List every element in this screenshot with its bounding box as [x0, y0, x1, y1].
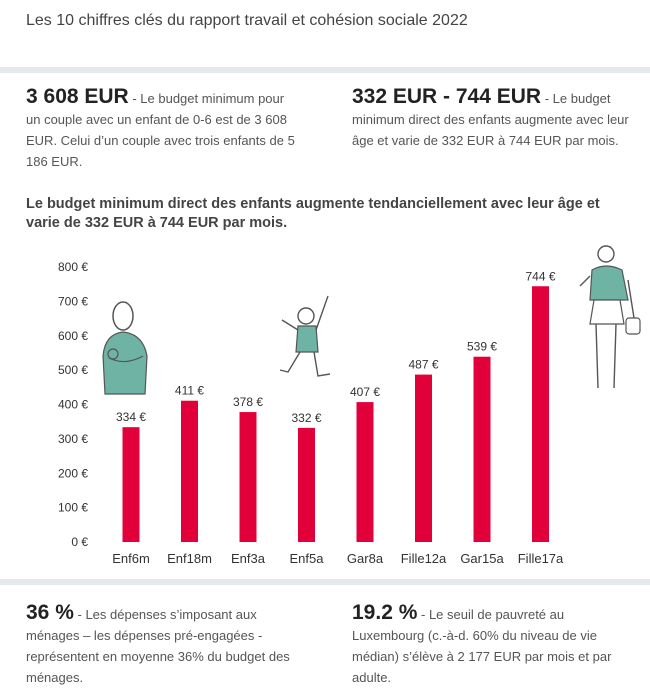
data-label: 332 €: [291, 411, 321, 425]
bar: [356, 402, 374, 542]
data-label: 411 €: [175, 384, 204, 398]
data-label: 539 €: [467, 340, 497, 354]
stat-value: 19.2 %: [352, 601, 418, 624]
data-label: 334 €: [116, 410, 146, 424]
stat-description: - Le budget minimum direct des enfants a…: [352, 91, 629, 148]
stat-value: 36 %: [26, 601, 74, 624]
stat-description: - Le seuil de pauvreté au Luxembourg (c.…: [352, 607, 612, 685]
jumping-child-illustration: [279, 295, 331, 377]
stat-card-budget-couple: 3 608 EUR - Le budget minimum pour un co…: [26, 86, 296, 172]
bottom-divider: [0, 579, 650, 585]
data-label: 487 €: [408, 358, 438, 372]
bar: [473, 356, 491, 542]
bar: [181, 400, 198, 542]
y-tick-label: 300 €: [58, 432, 88, 446]
adult-holding-baby-illustration: [102, 301, 148, 395]
y-tick-label: 0 €: [71, 535, 88, 549]
chart-title: Le budget minimum direct des enfants aug…: [26, 196, 600, 231]
bar: [298, 427, 315, 542]
stat-value: 332 EUR - 744 EUR: [352, 85, 542, 108]
top-divider: [0, 67, 650, 73]
x-tick-label: Enf18m: [167, 551, 212, 566]
x-tick-label: Fille12a: [401, 551, 447, 566]
stat-description: - Les dépenses s’imposant aux ménages – …: [26, 607, 290, 685]
y-tick-label: 800 €: [58, 260, 88, 274]
data-label: 744 €: [525, 269, 555, 283]
data-label: 407 €: [350, 385, 380, 399]
stat-description: - Le budget minimum pour un couple avec …: [26, 91, 295, 169]
x-tick-label: Gar8a: [347, 551, 384, 566]
y-tick-label: 400 €: [58, 398, 88, 412]
bar: [532, 286, 549, 542]
x-tick-label: Enf3a: [231, 551, 266, 566]
bar: [415, 374, 432, 542]
bar: [239, 412, 257, 542]
y-tick-label: 200 €: [58, 466, 88, 480]
x-tick-label: Enf6m: [112, 551, 150, 566]
stat-card-depenses: 36 % - Les dépenses s’imposant aux ménag…: [26, 602, 301, 688]
x-tick-label: Fille17a: [518, 551, 564, 566]
stat-card-pauvrete: 19.2 % - Le seuil de pauvreté au Luxembo…: [352, 602, 622, 688]
y-tick-label: 700 €: [58, 294, 88, 308]
y-tick-label: 500 €: [58, 363, 88, 377]
stat-value: 3 608 EUR: [26, 85, 129, 108]
y-tick-label: 600 €: [58, 329, 88, 343]
standing-girl-illustration: [579, 245, 641, 389]
page-title: Les 10 chiffres clés du rapport travail …: [26, 12, 468, 29]
x-tick-label: Enf5a: [290, 551, 325, 566]
y-tick-label: 100 €: [58, 501, 88, 515]
bar: [122, 427, 140, 542]
stat-card-budget-enfants: 332 EUR - 744 EUR - Le budget minimum di…: [352, 86, 632, 151]
bar-chart: 0 € 100 € 200 € 300 € 400 € 500 € 600 € 700 € 80…: [58, 260, 564, 566]
x-tick-label: Gar15a: [460, 551, 504, 566]
data-label: 378 €: [233, 395, 263, 409]
